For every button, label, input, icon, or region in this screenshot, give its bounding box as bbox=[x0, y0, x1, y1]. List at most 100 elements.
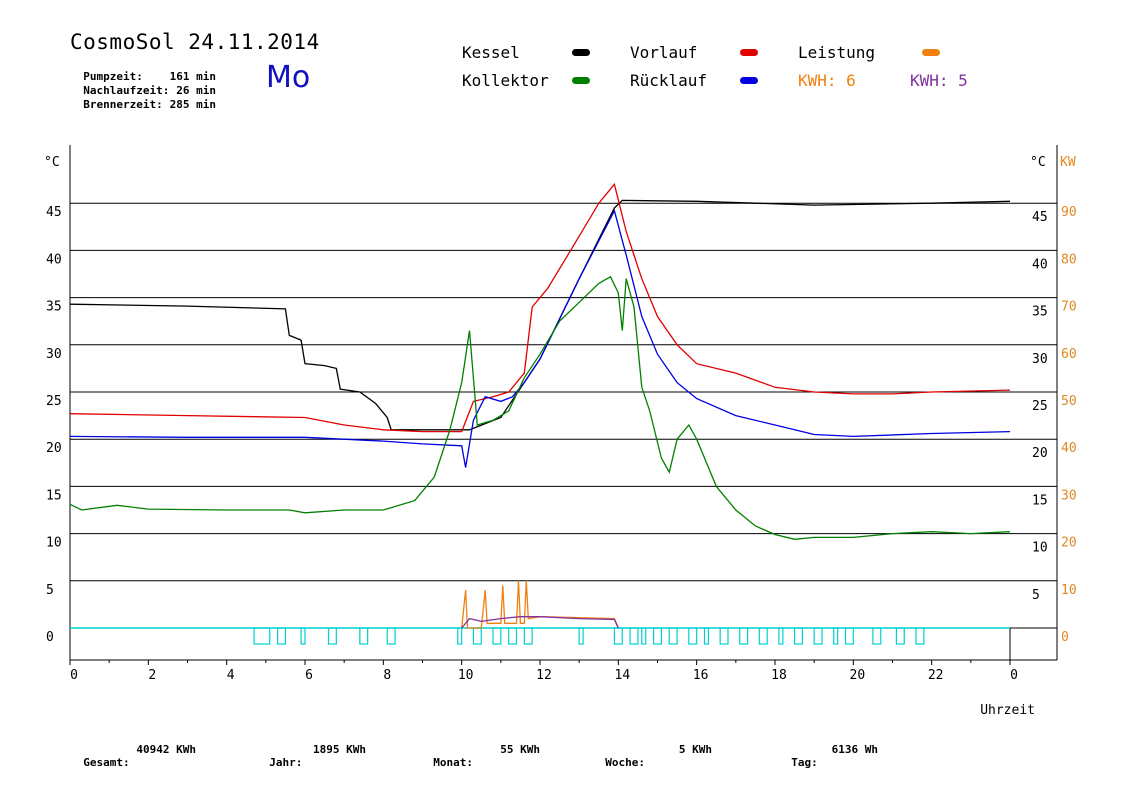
x-tick-label: 14 bbox=[615, 668, 631, 683]
footer-woche: Woche: 5 KWh bbox=[592, 743, 712, 769]
y-tick-label-right-power: 20 bbox=[1061, 536, 1077, 551]
legend-ruecklauf-swatch bbox=[740, 77, 758, 84]
info-label: Brennerzeit: bbox=[83, 98, 163, 111]
pump-interval bbox=[688, 627, 698, 645]
y-tick-label-right-temp: 30 bbox=[1032, 352, 1048, 367]
info-value: 26 min bbox=[176, 84, 216, 97]
footer-value: 6136 Wh bbox=[831, 743, 878, 756]
series-line-kollektor bbox=[69, 275, 1011, 540]
pump-interval bbox=[613, 627, 623, 645]
pump-interval bbox=[641, 627, 647, 645]
pump-interval bbox=[253, 627, 271, 645]
y-tick-label-right-power: 60 bbox=[1061, 347, 1077, 362]
y-tick-label-right-power: 40 bbox=[1061, 441, 1077, 456]
footer-tag: Tag: 6136 Wh bbox=[778, 743, 878, 769]
y-tick-label-left: 25 bbox=[46, 394, 62, 409]
pump-interval bbox=[739, 627, 749, 645]
x-tick-label: 20 bbox=[850, 668, 866, 683]
y-tick-label-left: 30 bbox=[46, 347, 62, 362]
x-axis-label: Uhrzeit bbox=[980, 703, 1035, 718]
x-tick-label: 4 bbox=[227, 668, 235, 683]
pump-interval bbox=[492, 627, 502, 645]
y-tick-label-left: 20 bbox=[46, 441, 62, 456]
pump-interval bbox=[523, 627, 533, 645]
x-tick-label: 18 bbox=[771, 668, 787, 683]
legend-kwh-purple: KWH: 5 bbox=[910, 71, 968, 90]
chart-title: CosmoSol 24.11.2014 bbox=[70, 30, 320, 54]
y-tick-label-left: 0 bbox=[46, 630, 54, 645]
y-tick-label-left: 35 bbox=[46, 300, 62, 315]
x-tick-label: 0 bbox=[1010, 668, 1018, 683]
pump-interval bbox=[300, 627, 306, 645]
info-brennerzeit: Brennerzeit: 285 min bbox=[70, 85, 216, 111]
footer-label: Woche: bbox=[605, 756, 645, 769]
pump-interval bbox=[758, 627, 768, 645]
footer-value: 5 KWh bbox=[678, 743, 712, 756]
x-tick-label: 16 bbox=[693, 668, 709, 683]
pump-interval bbox=[778, 627, 784, 645]
info-pumpzeit: Pumpzeit: 161 min bbox=[70, 57, 216, 83]
legend-kessel-swatch bbox=[572, 49, 590, 56]
legend-kollektor: Kollektor bbox=[462, 71, 549, 90]
series-line-kwh bbox=[461, 616, 619, 629]
pump-interval bbox=[703, 627, 710, 645]
y-tick-label-left: 5 bbox=[46, 583, 54, 598]
pump-interval bbox=[719, 627, 729, 645]
footer-gesamt: Gesamt: 40942 KWh bbox=[70, 743, 196, 769]
pump-interval bbox=[668, 627, 678, 645]
legend-leistung: Leistung bbox=[798, 43, 876, 62]
pump-interval bbox=[578, 627, 584, 645]
y-tick-label-right-temp: 40 bbox=[1032, 257, 1048, 272]
y-tick-label-right-power: 50 bbox=[1061, 394, 1077, 409]
x-tick-label: 10 bbox=[458, 668, 474, 683]
y-unit-right-power: KW bbox=[1060, 155, 1076, 170]
pump-interval bbox=[915, 627, 925, 645]
series-line-rcklauf bbox=[69, 209, 1011, 468]
legend-vorlauf-swatch bbox=[740, 49, 758, 56]
footer-value: 55 KWh bbox=[500, 743, 540, 756]
info-label: Pumpzeit: bbox=[83, 70, 143, 83]
y-tick-label-right-temp: 20 bbox=[1032, 446, 1048, 461]
pump-interval bbox=[472, 627, 482, 645]
pump-interval bbox=[833, 627, 839, 645]
y-tick-label-right-temp: 35 bbox=[1032, 305, 1048, 320]
y-tick-label-left: 40 bbox=[46, 252, 62, 267]
pump-interval bbox=[457, 627, 463, 645]
x-tick-label: 22 bbox=[928, 668, 944, 683]
pump-interval bbox=[844, 627, 854, 645]
pump-interval bbox=[652, 627, 663, 645]
y-tick-label-right-power: 10 bbox=[1061, 583, 1077, 598]
footer-label: Tag: bbox=[791, 756, 818, 769]
footer-value: 1895 KWh bbox=[313, 743, 366, 756]
footer-value: 40942 KWh bbox=[136, 743, 196, 756]
pump-interval bbox=[386, 627, 396, 645]
y-tick-label-right-power: 90 bbox=[1061, 205, 1077, 220]
x-tick-label: 6 bbox=[305, 668, 313, 683]
x-tick-label: 2 bbox=[148, 668, 156, 683]
pump-interval bbox=[793, 627, 804, 645]
legend-kessel: Kessel bbox=[462, 43, 520, 62]
y-tick-label-right-temp: 15 bbox=[1032, 493, 1048, 508]
legend-ruecklauf: Rücklauf bbox=[630, 71, 708, 90]
info-nachlaufzeit: Nachlaufzeit: 26 min bbox=[70, 71, 216, 97]
weekday-label: Mo bbox=[266, 60, 311, 95]
y-tick-label-right-temp: 5 bbox=[1032, 588, 1040, 603]
y-tick-label-left: 15 bbox=[46, 488, 62, 503]
footer-label: Jahr: bbox=[269, 756, 303, 769]
y-tick-label-right-power: 30 bbox=[1061, 488, 1077, 503]
legend-leistung-swatch bbox=[922, 49, 940, 56]
y-unit-right-temp: °C bbox=[1030, 155, 1046, 170]
y-tick-label-right-temp: 25 bbox=[1032, 399, 1048, 414]
y-tick-label-left: 45 bbox=[46, 205, 62, 220]
pump-interval bbox=[813, 627, 823, 645]
pump-interval bbox=[895, 627, 905, 645]
y-unit-left: °C bbox=[44, 155, 60, 170]
pump-interval bbox=[629, 627, 639, 645]
x-tick-label: 12 bbox=[536, 668, 552, 683]
series-line-kessel bbox=[69, 199, 1011, 431]
pump-interval bbox=[872, 627, 882, 645]
footer-label: Gesamt: bbox=[83, 756, 130, 769]
legend-kwh-orange: KWH: 6 bbox=[798, 71, 856, 90]
info-label: Nachlaufzeit: bbox=[83, 84, 170, 97]
footer-jahr: Jahr: 1895 KWh bbox=[256, 743, 366, 769]
